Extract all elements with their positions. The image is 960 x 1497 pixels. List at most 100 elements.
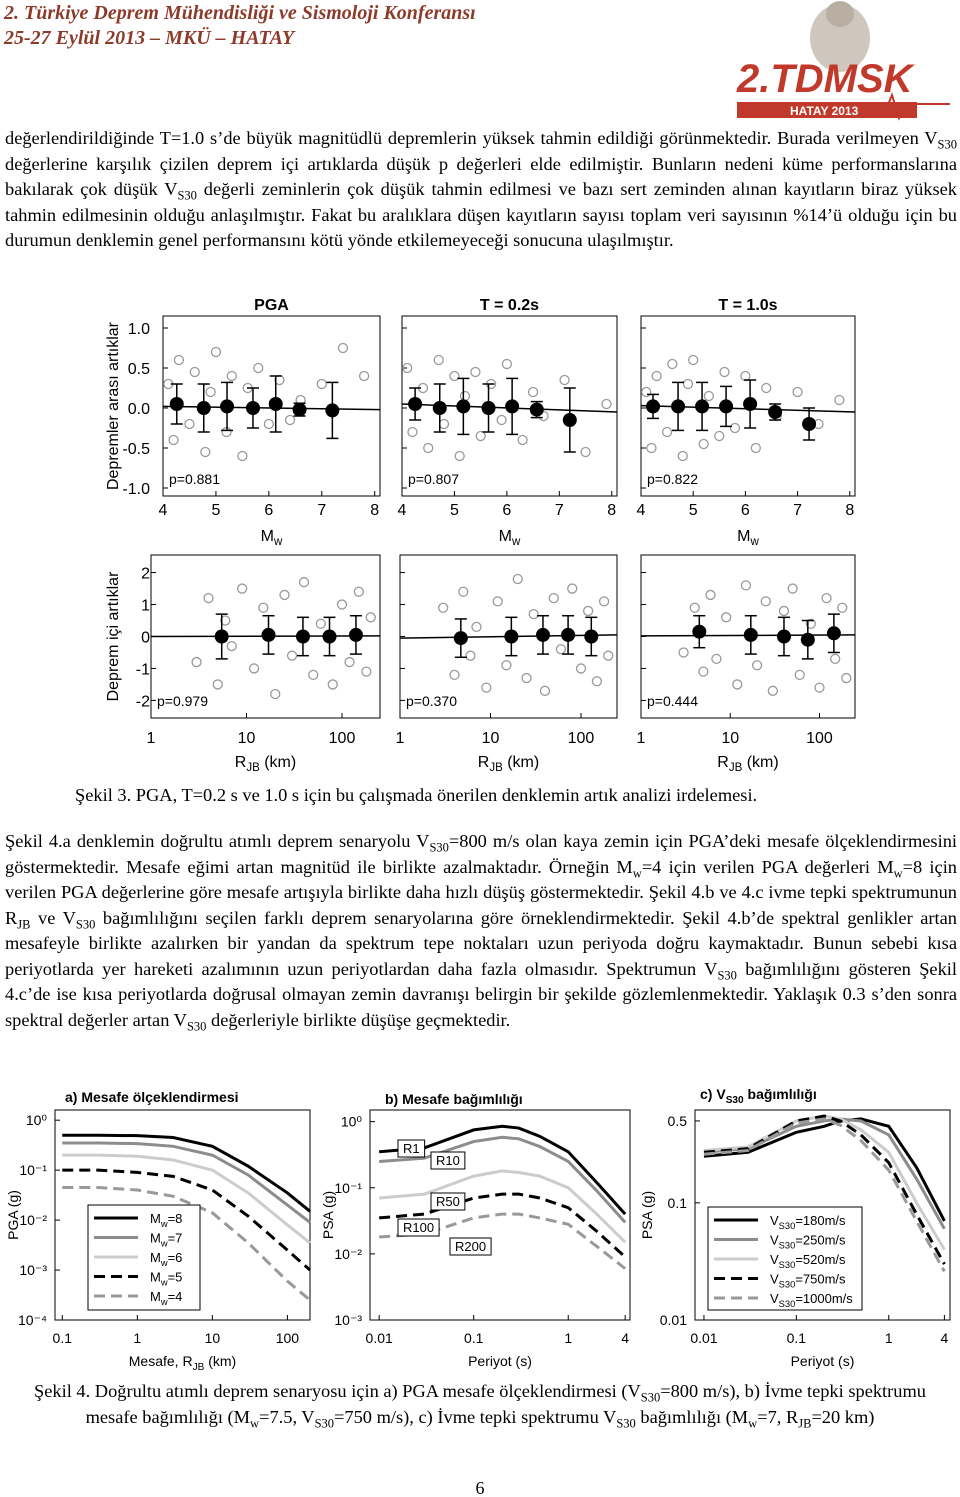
text-run: bağımlılığını seçilen farklı deprem sena… bbox=[5, 907, 957, 979]
text-run: V bbox=[770, 1252, 779, 1267]
x-tick-label: 4 bbox=[940, 1330, 948, 1346]
legend-label: Mw=5 bbox=[150, 1270, 182, 1288]
panel-title: T = 0.2s bbox=[480, 297, 539, 314]
series-line bbox=[703, 1114, 946, 1265]
x-tick-label: 0.01 bbox=[690, 1330, 717, 1346]
residual-point bbox=[729, 422, 741, 434]
series-line bbox=[62, 1168, 311, 1272]
residual-point bbox=[465, 650, 476, 661]
text-run: b) Mesafe bağımlılığı bbox=[385, 1091, 523, 1107]
residual-point bbox=[548, 592, 559, 604]
x-axis-label: RJB (km) bbox=[478, 754, 539, 774]
residual-point bbox=[344, 656, 355, 668]
residual-point bbox=[705, 589, 716, 601]
mean-point bbox=[322, 629, 337, 644]
residual-point bbox=[423, 442, 434, 454]
text-run: değerleriyle birlikte düşüşe geçmektedir… bbox=[206, 1009, 511, 1030]
text-run: =6 bbox=[168, 1250, 183, 1265]
x-tick-label: 6 bbox=[264, 502, 273, 519]
residual-point bbox=[732, 679, 743, 690]
text-run: R100 bbox=[403, 1220, 434, 1235]
panel-title: b) Mesafe bağımlılığı bbox=[385, 1091, 523, 1107]
x-tick-label: 0.01 bbox=[366, 1330, 393, 1346]
residual-point bbox=[830, 653, 841, 665]
mean-point bbox=[719, 399, 734, 414]
y-tick-label: 10⁰ bbox=[341, 1114, 363, 1130]
text-run: M bbox=[499, 528, 512, 545]
residual-point bbox=[438, 418, 450, 430]
residual-point bbox=[517, 434, 528, 446]
y-tick-label: 0.5 bbox=[668, 1113, 688, 1129]
subscript: w bbox=[160, 1239, 168, 1249]
y-tick-label: 0.5 bbox=[128, 361, 150, 378]
mean-point bbox=[776, 629, 791, 644]
logo-bar bbox=[737, 102, 917, 118]
residual-point bbox=[601, 398, 612, 410]
curve-label-box bbox=[430, 1151, 466, 1170]
series-line bbox=[62, 1153, 311, 1245]
residual-point bbox=[512, 573, 523, 585]
text-run: =8 için verilen PGA değerlerine göre mes… bbox=[5, 856, 958, 928]
panel-frame bbox=[401, 315, 618, 497]
residual-point bbox=[760, 596, 771, 607]
residual-point bbox=[226, 640, 237, 652]
residual-point bbox=[794, 669, 805, 681]
x-tick-label: 8 bbox=[607, 502, 616, 519]
residual-point bbox=[253, 362, 264, 374]
legend-label: Mw=4 bbox=[150, 1289, 182, 1307]
text-run: =520m/s bbox=[795, 1252, 846, 1267]
residual-point bbox=[438, 602, 449, 613]
subscript: JB bbox=[246, 762, 260, 774]
residual-point bbox=[711, 653, 722, 665]
residual-point bbox=[841, 672, 852, 684]
y-tick-label: 10⁰ bbox=[26, 1112, 48, 1128]
mean-point bbox=[802, 417, 817, 431]
residual-point bbox=[492, 596, 503, 607]
logo-subtitle: HATAY 2013 bbox=[790, 104, 859, 118]
residual-point bbox=[580, 446, 591, 458]
text-run: c) V bbox=[700, 1086, 726, 1102]
legend-label: VS30=180m/s bbox=[770, 1213, 846, 1231]
text-run: V bbox=[770, 1233, 779, 1248]
text-run: =5 bbox=[168, 1270, 183, 1285]
text-run: Periyot (s) bbox=[468, 1353, 532, 1369]
text-run: M bbox=[150, 1270, 161, 1285]
x-tick-label: 100 bbox=[806, 730, 833, 747]
residual-point bbox=[501, 358, 513, 370]
text-run: R1 bbox=[403, 1141, 420, 1156]
legend-label: VS30=750m/s bbox=[770, 1272, 846, 1290]
x-tick-label: 7 bbox=[793, 502, 802, 519]
subscript: JB bbox=[729, 762, 743, 774]
mean-point bbox=[220, 399, 235, 414]
mean-point bbox=[169, 397, 184, 411]
x-axis-label: Periyot (s) bbox=[468, 1353, 532, 1369]
residual-point bbox=[527, 386, 539, 398]
series-line bbox=[703, 1114, 946, 1251]
subscript: S30 bbox=[186, 1019, 207, 1034]
conference-dates: 25-27 Eylül 2013 – MKÜ – HATAY bbox=[4, 27, 295, 49]
x-tick-label: 0.1 bbox=[464, 1330, 484, 1346]
page-number: 6 bbox=[476, 1478, 485, 1497]
text-run: =800 m/s olan kaya zemin için PGA’deki m… bbox=[5, 831, 957, 877]
text-run: M bbox=[150, 1289, 161, 1304]
text-run: R50 bbox=[436, 1194, 460, 1209]
legend-label: VS30=1000m/s bbox=[770, 1291, 853, 1309]
residual-point bbox=[805, 618, 816, 629]
y-tick-label: 1 bbox=[141, 598, 150, 615]
text-run: =20 km) bbox=[811, 1406, 875, 1427]
text-run: =8 bbox=[168, 1211, 183, 1226]
x-tick-label: 5 bbox=[211, 502, 220, 519]
residual-point bbox=[678, 647, 689, 658]
subscript: w bbox=[160, 1297, 168, 1307]
text-run: değerlendirildiğinde T=1.0 s’de büyük ma… bbox=[5, 128, 938, 148]
panel-title: T = 1.0s bbox=[718, 297, 777, 314]
text-run: V bbox=[770, 1291, 779, 1306]
mean-point bbox=[826, 626, 841, 641]
residual-point bbox=[719, 366, 730, 378]
curve-label: R50 bbox=[436, 1194, 460, 1209]
legend-label: Mw=7 bbox=[150, 1231, 182, 1249]
text-run: M bbox=[737, 528, 750, 545]
residual-point bbox=[821, 592, 832, 604]
residual-point bbox=[767, 685, 778, 696]
